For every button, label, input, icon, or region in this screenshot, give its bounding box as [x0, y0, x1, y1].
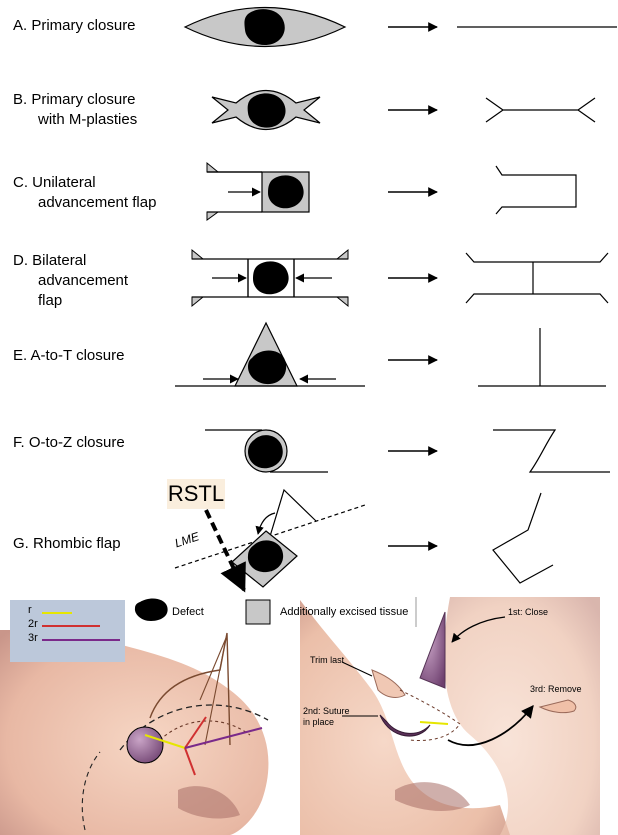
radius-r — [144, 734, 186, 749]
flap-outline-2 — [199, 637, 227, 746]
o-to-z-lines — [205, 429, 328, 473]
excised-key-label: Additionally excised tissue — [280, 606, 409, 618]
row-label-d: D. Bilateral advancement flap — [13, 251, 128, 311]
label-line: D. Bilateral — [13, 252, 87, 269]
rotation-arrow — [255, 512, 276, 535]
label-line: B. Primary closure — [13, 91, 136, 108]
burow-triangle — [191, 296, 205, 308]
note-second-suture: 2nd: Suture in place — [303, 706, 350, 728]
row-label-f: F. O-to-Z closure — [13, 433, 125, 453]
flap-lines — [207, 171, 262, 213]
result-z — [493, 429, 610, 473]
result-rhombic — [492, 492, 554, 584]
radius-2r — [184, 716, 207, 749]
label-line: A. Primary closure — [13, 17, 136, 34]
nose-skin — [300, 600, 510, 835]
label-line: C. Unilateral — [13, 174, 96, 191]
pointer-first — [451, 616, 506, 643]
label-line: with M-plasties — [38, 111, 138, 128]
nostril — [395, 782, 470, 812]
label-line: G. Rhombic flap — [13, 535, 121, 552]
row-label-e: E. A-to-T closure — [13, 346, 124, 366]
defect-blob — [268, 175, 304, 209]
nose-contour — [81, 751, 101, 831]
defect-blob — [248, 435, 283, 469]
excised-key-swatch — [245, 599, 271, 625]
nose-illustration-right — [300, 597, 600, 835]
legend-label-3r: 3r — [28, 632, 38, 644]
note-first-close: 1st: Close — [508, 607, 549, 617]
defect-blob — [248, 350, 287, 385]
row-f-diagram — [205, 429, 610, 473]
burow-triangle-top — [206, 161, 220, 173]
legend-label-2r: 2r — [28, 618, 38, 630]
suture-line — [419, 721, 449, 725]
row-label-c: C. Unilateral advancement flap — [13, 173, 156, 213]
nostril — [178, 786, 240, 819]
dashed-guide — [399, 689, 461, 741]
defect-blob — [253, 261, 289, 295]
row-label-g: G. Rhombic flap — [13, 534, 121, 554]
row-c-diagram — [206, 161, 577, 221]
skin-face — [444, 597, 600, 835]
label-line: advancement flap — [38, 194, 157, 211]
defect-key-label: Defect — [172, 606, 204, 618]
note-third-remove: 3rd: Remove — [530, 684, 582, 694]
defect-key-icon — [134, 598, 168, 621]
removed-piece — [538, 699, 577, 714]
crescent-defect — [379, 714, 431, 737]
radius-2r-b — [184, 747, 196, 776]
rstl-label: RSTL — [167, 479, 225, 509]
trim-flap — [371, 669, 406, 698]
rhombic-flap-outline — [267, 488, 317, 544]
legend-label-r: r — [28, 604, 32, 616]
result-outline — [495, 165, 577, 215]
row-e-diagram — [175, 321, 606, 387]
result-m-line — [485, 97, 596, 123]
result-outline — [465, 252, 609, 304]
radius-legend: r 2r 3r — [10, 600, 125, 662]
note-line: in place — [303, 717, 335, 727]
defect-blob — [247, 540, 284, 573]
legend-line-2r — [42, 625, 100, 627]
burow-triangle — [335, 248, 349, 260]
row-d-diagram — [191, 248, 609, 308]
nose-illustration-left — [0, 630, 277, 835]
result-t — [478, 328, 606, 387]
rstl-arrow — [204, 509, 246, 593]
flap-lines — [192, 258, 348, 298]
cone-flap — [419, 611, 446, 689]
defect-circle — [126, 726, 164, 764]
burow-triangle — [191, 248, 205, 260]
label-line: flap — [38, 292, 63, 309]
row-b-diagram — [211, 90, 596, 130]
legend-line-3r — [42, 639, 120, 641]
key — [134, 597, 417, 627]
row-a-diagram — [183, 6, 617, 48]
label-line: E. A-to-T closure — [13, 347, 125, 364]
row-label-b: B. Primary closure with M-plasties — [13, 90, 137, 130]
defect-blob — [247, 93, 286, 128]
pointer-third — [447, 705, 534, 746]
label-line: advancement — [38, 272, 129, 289]
row-g-diagram — [174, 488, 554, 593]
burow-triangle-bottom — [206, 211, 220, 221]
burow-triangle — [335, 296, 349, 308]
defect-blob — [244, 9, 285, 46]
label-line: F. O-to-Z closure — [13, 434, 125, 451]
pointer-trim — [341, 661, 373, 677]
row-label-a: A. Primary closure — [13, 16, 136, 36]
note-trim-last: Trim last — [310, 655, 345, 665]
note-line: 2nd: Suture — [303, 706, 350, 716]
radius-3r — [184, 727, 263, 749]
legend-line-r — [42, 612, 72, 614]
